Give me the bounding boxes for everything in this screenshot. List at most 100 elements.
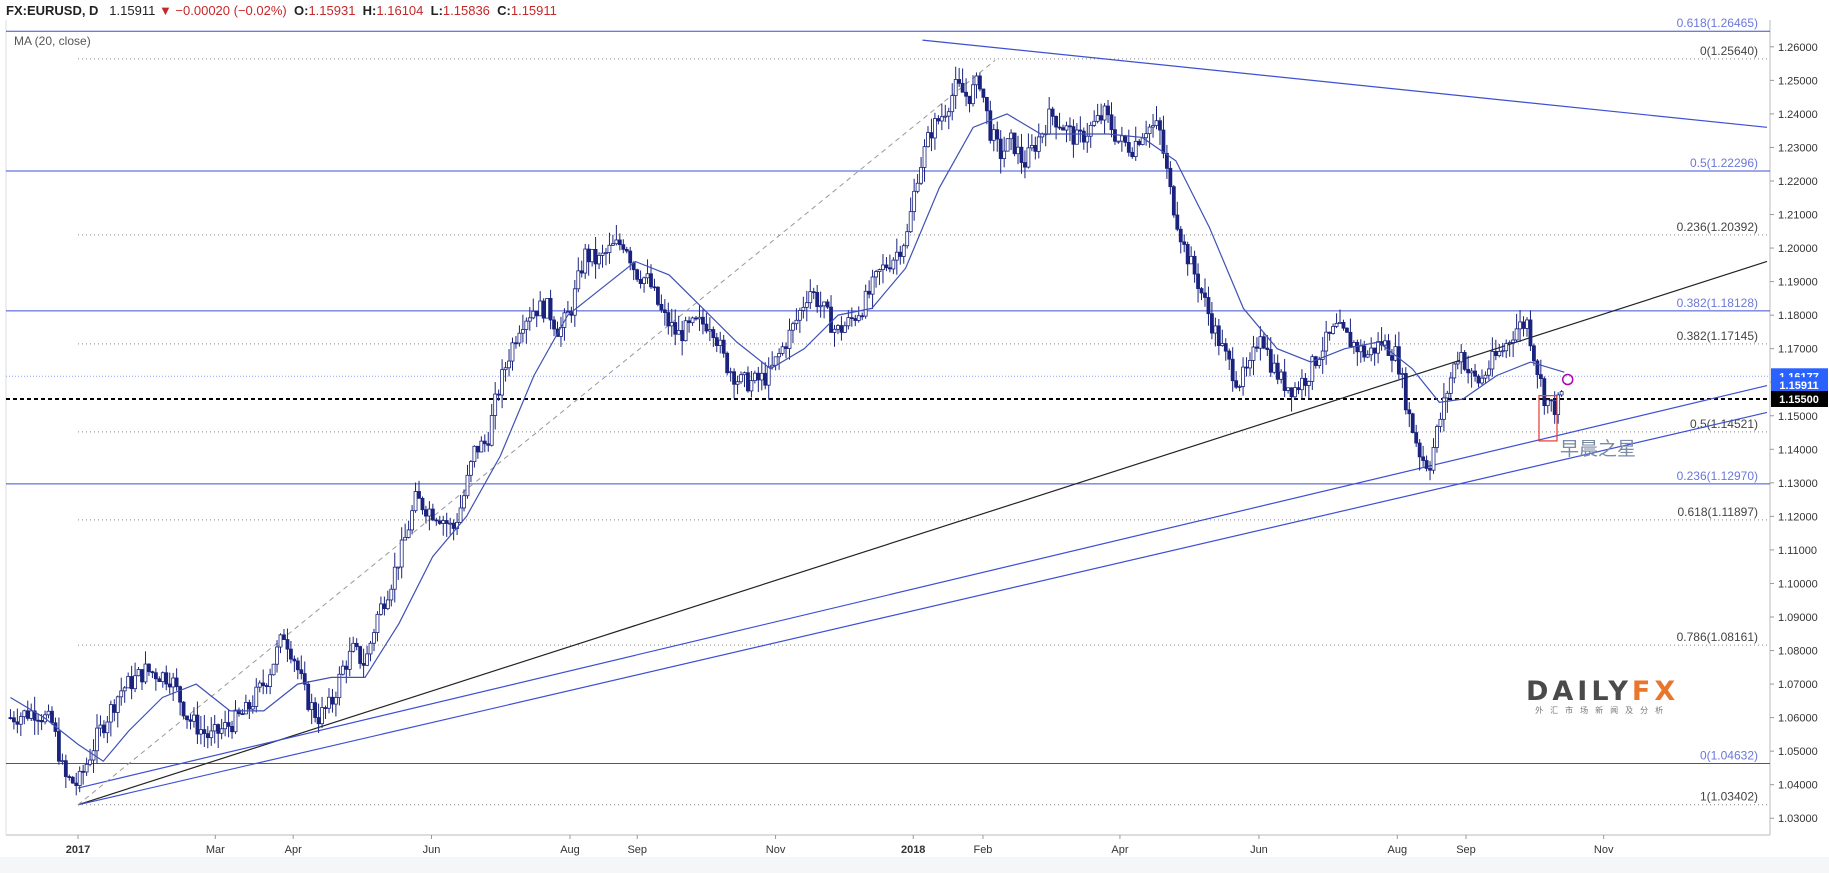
candle-body	[102, 724, 106, 734]
candle-body	[978, 75, 982, 90]
candle-body	[791, 323, 795, 331]
fib-level-label: 0(1.25640)	[1700, 44, 1758, 58]
candle-body	[1241, 366, 1245, 387]
candle-body	[541, 300, 546, 319]
candle-body	[839, 325, 844, 333]
candle-body	[1088, 124, 1093, 137]
candle-body	[579, 270, 584, 274]
candle-body	[1341, 321, 1346, 329]
candle-body	[181, 701, 186, 717]
candle-body	[95, 727, 99, 752]
candle-body	[330, 696, 335, 705]
candle-body	[209, 730, 214, 739]
bottom-toolbar	[0, 857, 1829, 873]
candle-body	[1258, 336, 1263, 349]
y-tick-label: 1.13000	[1778, 478, 1818, 490]
fib-level-label: 0.5(1.14521)	[1690, 417, 1758, 431]
candle-body	[451, 522, 456, 529]
candle-body	[1268, 349, 1273, 373]
candle-body	[482, 440, 487, 445]
candle-body	[514, 342, 518, 345]
candle-body	[160, 672, 165, 683]
candle-body	[237, 709, 241, 715]
y-tick-label: 1.12000	[1778, 511, 1818, 523]
price-tag-label: 1.15500	[1779, 394, 1819, 406]
ma-indicator-label[interactable]: MA (20, close)	[14, 34, 91, 48]
candle-body	[84, 763, 89, 773]
candle-body	[694, 317, 698, 320]
candle-body	[136, 669, 141, 677]
candle-body	[804, 302, 809, 308]
candle-body	[1054, 115, 1058, 128]
y-tick-label: 1.03000	[1778, 813, 1818, 825]
candle-body	[1448, 377, 1453, 394]
candle-body	[261, 682, 266, 687]
candle-body	[531, 310, 536, 319]
price-tag-label: 1.15911	[1779, 380, 1818, 392]
candle-body	[417, 491, 421, 499]
candle-body	[777, 353, 782, 358]
candle-body	[739, 374, 743, 383]
candle-body	[1338, 321, 1342, 324]
candle-body	[375, 613, 380, 633]
candle-body	[1351, 342, 1356, 347]
candle-body	[1119, 135, 1124, 142]
candle-body	[1047, 108, 1052, 135]
candle-body	[1130, 151, 1135, 158]
candle-body	[590, 249, 595, 263]
open-label: O:	[293, 3, 309, 18]
candle-body	[1216, 325, 1221, 346]
candle-body	[1029, 144, 1034, 149]
candle-body	[458, 507, 463, 523]
candle-body	[572, 288, 577, 316]
candle-body	[794, 319, 799, 325]
candle-body	[604, 252, 608, 254]
candle-body	[1095, 115, 1100, 122]
candle-body	[1085, 135, 1090, 143]
candle-body	[420, 497, 425, 511]
candle-body	[964, 91, 968, 97]
candle-body	[1057, 126, 1062, 129]
candle-body	[1123, 135, 1128, 143]
candle-body	[915, 182, 920, 192]
candle-body	[36, 719, 41, 722]
candle-body	[701, 316, 705, 325]
candle-body	[801, 306, 806, 311]
candle-body	[870, 276, 875, 295]
candle-body	[732, 371, 736, 385]
y-tick-label: 1.25000	[1778, 75, 1818, 87]
candle-body	[1310, 356, 1315, 382]
candle-body	[496, 393, 501, 396]
candle-body	[1487, 368, 1491, 376]
candle-body	[1362, 345, 1367, 358]
y-tick-label: 1.08000	[1778, 646, 1818, 658]
candle-body	[285, 639, 290, 650]
candle-body	[143, 663, 148, 683]
candle-body	[593, 249, 598, 265]
candle-body	[1511, 339, 1516, 343]
x-tick-label: Apr	[1111, 844, 1128, 856]
candle-body	[434, 519, 439, 522]
candle-body	[1358, 345, 1363, 353]
candle-body	[898, 251, 903, 257]
candle-body	[704, 323, 709, 332]
candle-body	[264, 685, 269, 688]
candle-body	[292, 658, 297, 662]
candle-body	[1559, 391, 1564, 396]
candle-body	[1261, 336, 1266, 349]
candle-body	[167, 683, 172, 688]
candle-body	[766, 366, 771, 386]
y-tick-label: 1.18000	[1778, 310, 1818, 322]
candle-body	[617, 239, 622, 246]
candle-body	[15, 721, 20, 725]
candle-body	[1255, 346, 1259, 349]
trendline	[77, 411, 1768, 806]
candle-body	[243, 702, 248, 715]
candle-body	[1289, 387, 1294, 398]
candle-body	[1528, 319, 1533, 347]
candle-body	[1178, 228, 1183, 243]
candle-body	[1206, 297, 1211, 315]
y-tick-label: 1.17000	[1778, 344, 1818, 356]
candle-body	[327, 696, 331, 709]
